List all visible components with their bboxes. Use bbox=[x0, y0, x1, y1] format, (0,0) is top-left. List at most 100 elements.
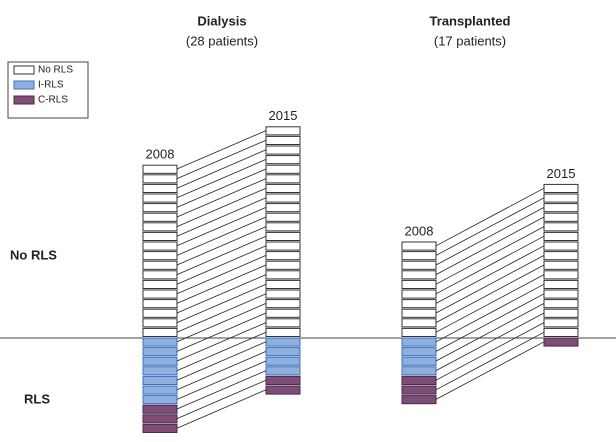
legend-label: C-RLS bbox=[38, 95, 68, 106]
patient-link bbox=[176, 235, 267, 275]
patient-link bbox=[176, 130, 267, 170]
patient-box bbox=[543, 193, 579, 203]
year-label: 2008 bbox=[146, 147, 175, 162]
patient-box bbox=[142, 423, 178, 433]
patient-box bbox=[543, 308, 579, 318]
patient-box bbox=[401, 356, 437, 366]
year-label: 2008 bbox=[405, 223, 434, 238]
patient-box bbox=[543, 212, 579, 222]
patient-box bbox=[543, 241, 579, 251]
patient-link bbox=[435, 235, 545, 295]
patient-link bbox=[176, 149, 267, 189]
group-title: Transplanted bbox=[430, 13, 511, 28]
patient-link bbox=[176, 389, 267, 429]
patient-link bbox=[435, 293, 545, 352]
patient-box bbox=[543, 327, 579, 337]
patient-box bbox=[401, 251, 437, 261]
patient-box bbox=[265, 318, 301, 328]
patient-box bbox=[543, 222, 579, 232]
patient-box bbox=[265, 174, 301, 184]
patient-box bbox=[142, 385, 178, 395]
patient-box bbox=[265, 164, 301, 174]
patient-box bbox=[265, 222, 301, 232]
patient-box bbox=[265, 183, 301, 193]
legend-label: No RLS bbox=[38, 65, 73, 76]
patient-link bbox=[176, 351, 267, 391]
group-title: Dialysis bbox=[197, 13, 246, 28]
patient-link bbox=[435, 274, 545, 333]
patient-link bbox=[176, 293, 267, 333]
patient-box bbox=[142, 308, 178, 318]
patient-link bbox=[176, 312, 267, 352]
patient-box bbox=[543, 318, 579, 328]
patient-box bbox=[401, 318, 437, 328]
patient-box bbox=[265, 231, 301, 241]
patient-link bbox=[176, 226, 267, 266]
patient-link bbox=[176, 139, 267, 179]
patient-box bbox=[142, 279, 178, 289]
patient-box bbox=[142, 299, 178, 309]
patient-box bbox=[142, 251, 178, 261]
patient-link bbox=[435, 341, 545, 400]
row-label: No RLS bbox=[10, 247, 57, 262]
patient-box bbox=[142, 203, 178, 213]
patient-box bbox=[142, 395, 178, 405]
patient-link bbox=[176, 322, 267, 362]
patient-link bbox=[176, 274, 267, 314]
year-label: 2015 bbox=[269, 108, 298, 123]
patient-box bbox=[543, 279, 579, 289]
patient-link bbox=[176, 207, 267, 247]
patient-box bbox=[142, 193, 178, 203]
patient-link bbox=[435, 264, 545, 323]
patient-link bbox=[435, 312, 545, 371]
patient-link bbox=[176, 264, 267, 304]
legend-label: I-RLS bbox=[38, 80, 64, 91]
year-label: 2015 bbox=[547, 166, 576, 181]
group-subtitle: (28 patients) bbox=[186, 33, 258, 48]
patient-box bbox=[401, 308, 437, 318]
patient-box bbox=[265, 347, 301, 357]
patient-box bbox=[265, 375, 301, 385]
patient-link bbox=[435, 216, 545, 275]
patient-box bbox=[265, 337, 301, 347]
patient-link bbox=[176, 245, 267, 285]
patient-box bbox=[401, 337, 437, 347]
patient-box bbox=[142, 347, 178, 357]
patient-box bbox=[265, 260, 301, 270]
patient-box bbox=[265, 366, 301, 376]
patient-box bbox=[543, 289, 579, 299]
patient-box bbox=[543, 299, 579, 309]
patient-box bbox=[265, 289, 301, 299]
patient-box bbox=[401, 395, 437, 405]
patient-link bbox=[176, 168, 267, 208]
patient-box bbox=[142, 183, 178, 193]
patient-box bbox=[265, 135, 301, 145]
patient-box bbox=[543, 270, 579, 280]
row-label: RLS bbox=[24, 391, 50, 406]
patient-box bbox=[543, 251, 579, 261]
patient-link bbox=[176, 178, 267, 218]
patient-link bbox=[435, 283, 545, 343]
patient-box bbox=[401, 375, 437, 385]
patient-box bbox=[543, 260, 579, 270]
patient-link bbox=[435, 331, 545, 391]
patient-box bbox=[265, 356, 301, 366]
patient-box bbox=[142, 260, 178, 270]
patient-box bbox=[543, 183, 579, 193]
patient-box bbox=[142, 318, 178, 328]
patient-box bbox=[401, 260, 437, 270]
patient-box bbox=[265, 270, 301, 280]
patient-box bbox=[265, 241, 301, 251]
patient-box bbox=[265, 193, 301, 203]
patient-box bbox=[142, 174, 178, 184]
patient-link bbox=[176, 331, 267, 371]
patient-box bbox=[401, 289, 437, 299]
patient-link bbox=[176, 216, 267, 256]
patient-box bbox=[142, 241, 178, 251]
patient-box bbox=[142, 375, 178, 385]
patient-box bbox=[543, 231, 579, 241]
patient-box bbox=[265, 145, 301, 155]
patient-box bbox=[142, 414, 178, 424]
patient-box bbox=[543, 203, 579, 213]
